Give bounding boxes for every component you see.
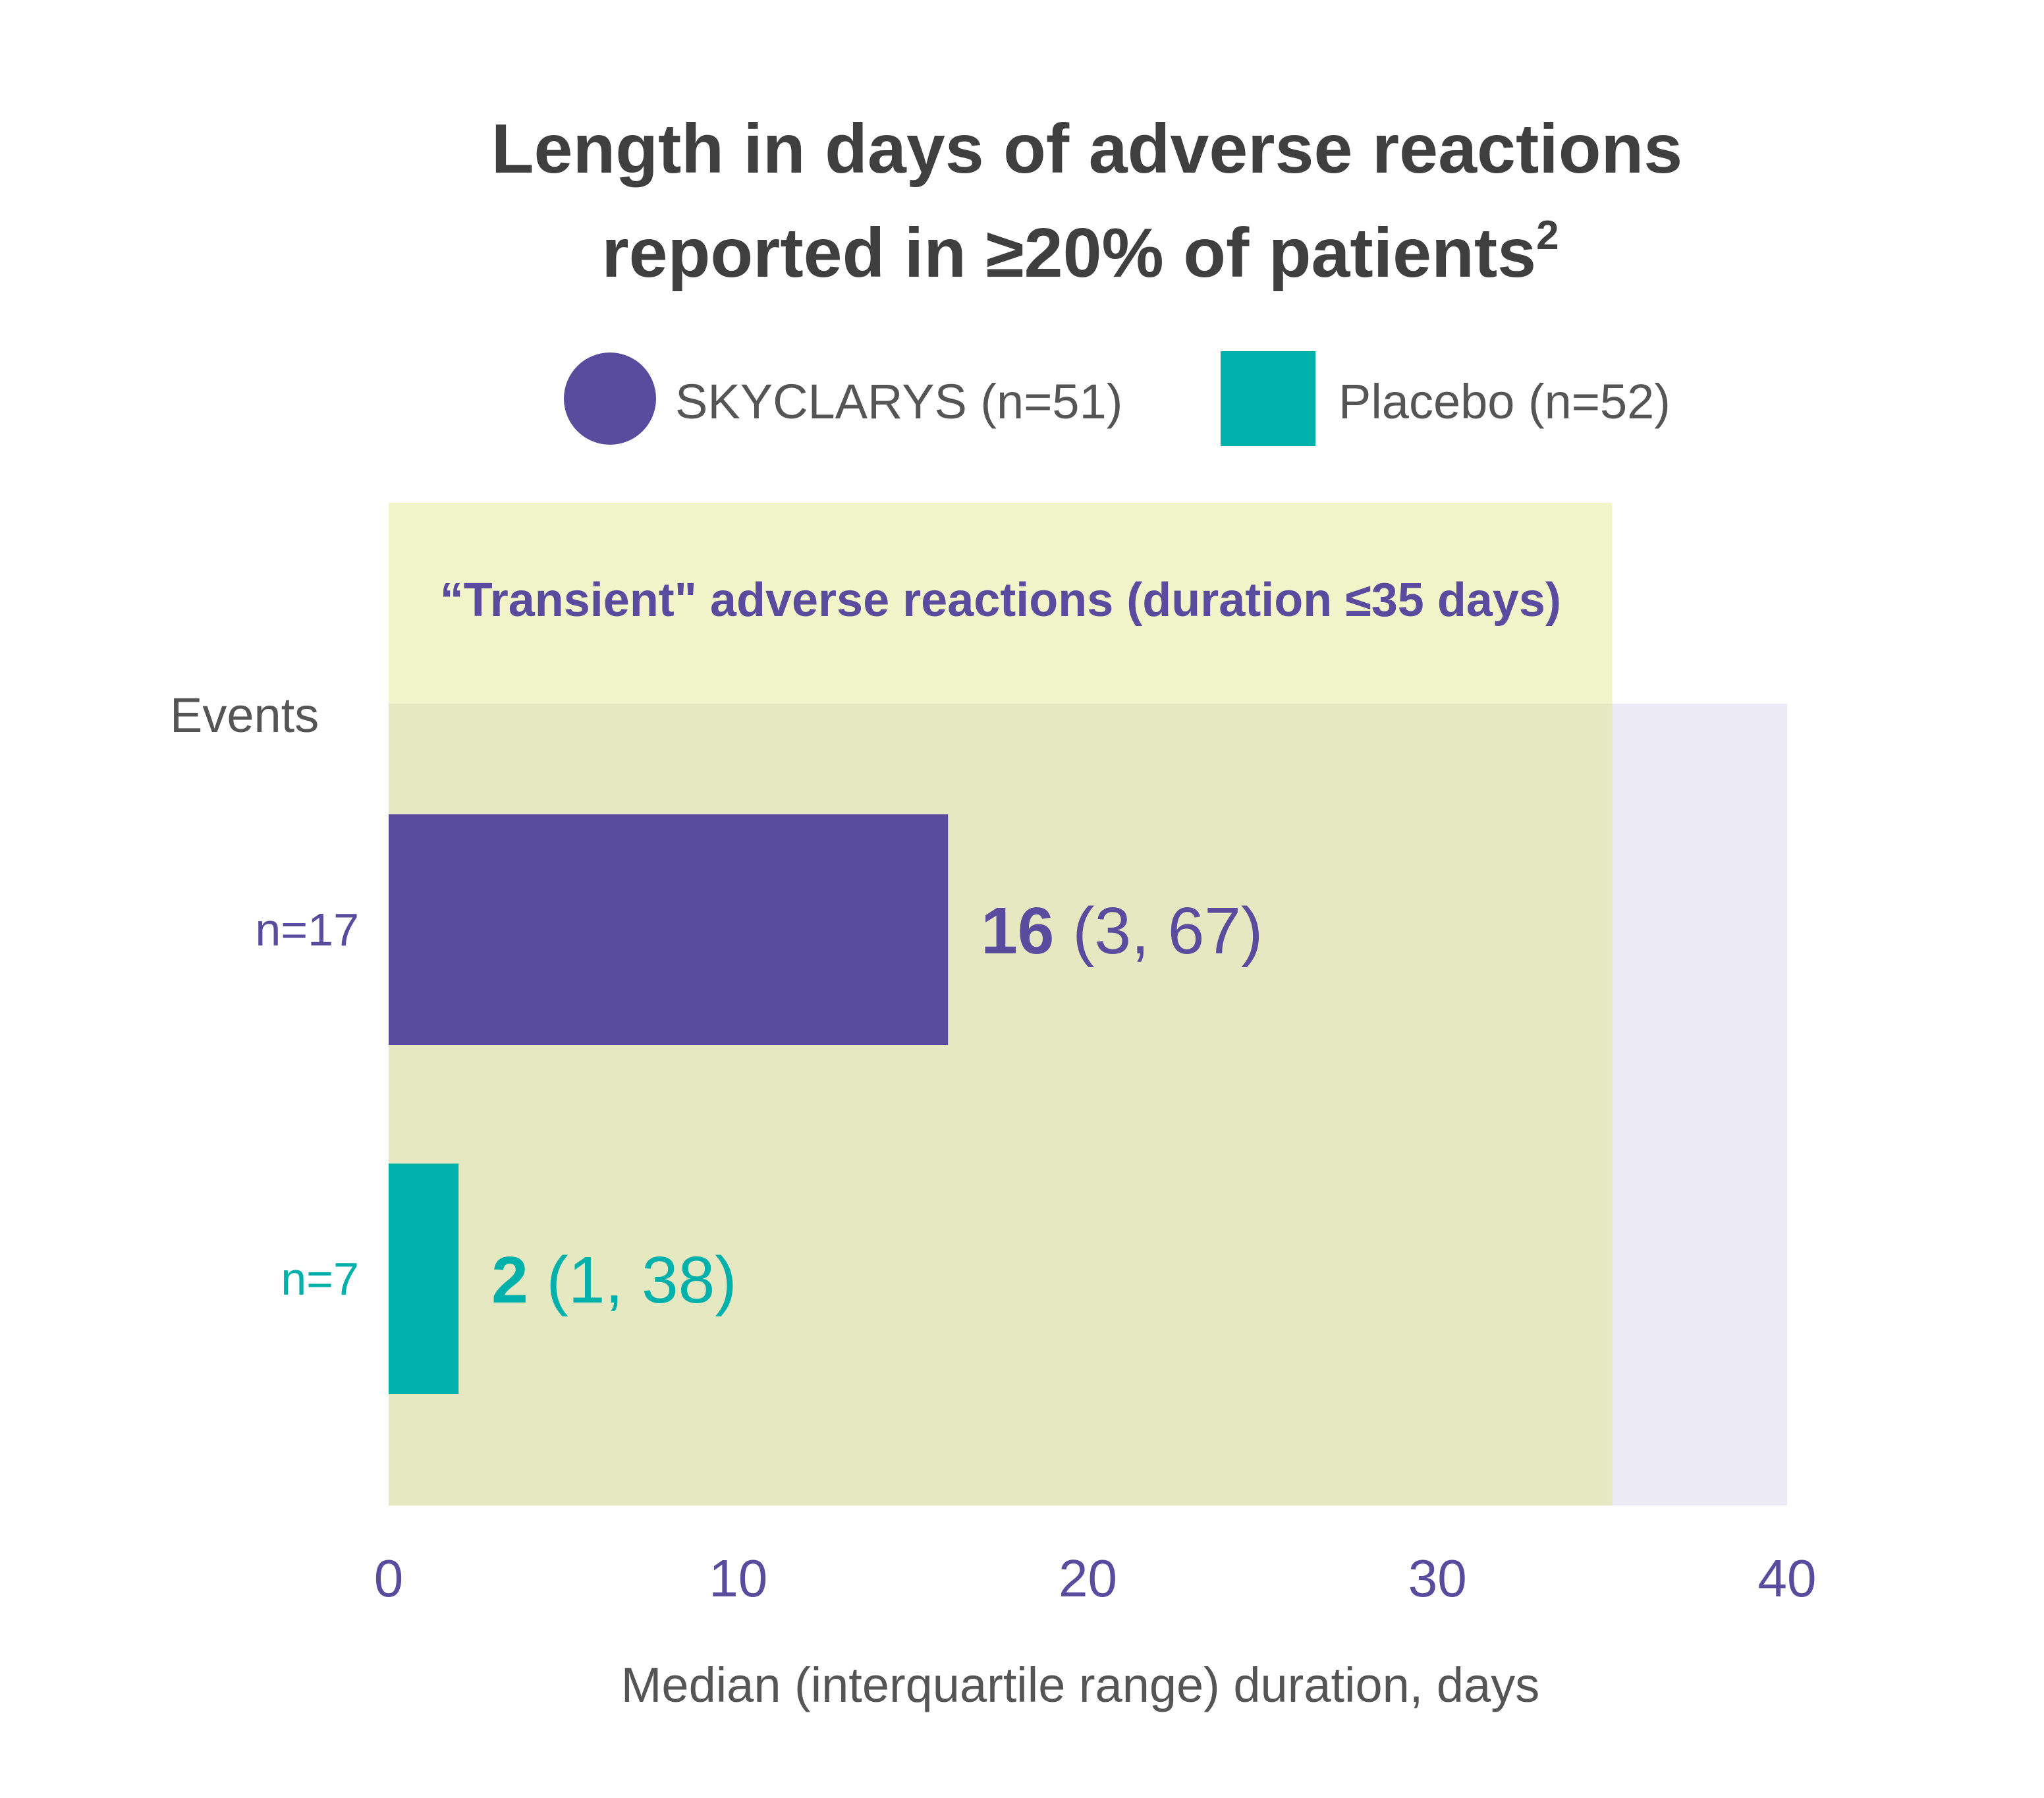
legend-swatch-placebo <box>1221 351 1315 446</box>
transient-band-header <box>389 503 1613 704</box>
bar-skyclarys <box>389 814 949 1045</box>
value-label-iqr-skyclarys: (3, 67) <box>1054 894 1263 968</box>
bars-layer: n=17 16 (3, 67) n=7 2 (1, 38) <box>255 814 1263 1394</box>
x-tick-10: 10 <box>709 1549 767 1608</box>
x-tick-30: 30 <box>1408 1549 1467 1608</box>
chart-title-superscript: 2 <box>1536 213 1559 258</box>
x-tick-40: 40 <box>1758 1549 1817 1608</box>
value-label-iqr-placebo: (1, 38) <box>528 1243 737 1317</box>
events-axis-label: Events <box>170 688 319 743</box>
events-count-placebo: n=7 <box>281 1253 359 1305</box>
x-tick-0: 0 <box>374 1549 404 1608</box>
value-label-median-placebo: 2 <box>491 1243 528 1317</box>
chart-title-line-2-text: reported in ≥20% of patients <box>601 214 1536 292</box>
chart-title-line-2: reported in ≥20% of patients2 <box>601 213 1559 292</box>
transient-band-label: “Transient" adverse reactions (duration … <box>440 574 1561 627</box>
x-tick-20: 20 <box>1059 1549 1117 1608</box>
legend-label-placebo: Placebo (n=52) <box>1339 374 1671 429</box>
chart-title-line-1: Length in days of adverse reactions <box>491 110 1682 188</box>
x-axis-label: Median (interquartile range) duration, d… <box>621 1658 1539 1712</box>
bar-placebo <box>389 1164 459 1394</box>
value-label-median-skyclarys: 16 <box>981 894 1054 968</box>
events-count-skyclarys: n=17 <box>255 904 359 955</box>
value-label-skyclarys: 16 (3, 67) <box>981 894 1263 968</box>
x-axis-ticks: 0 10 20 30 40 <box>374 1549 1817 1608</box>
value-label-placebo: 2 (1, 38) <box>491 1243 736 1317</box>
legend-swatch-skyclarys <box>564 352 656 445</box>
legend-label-skyclarys: SKYCLARYS (n=51) <box>675 374 1122 429</box>
